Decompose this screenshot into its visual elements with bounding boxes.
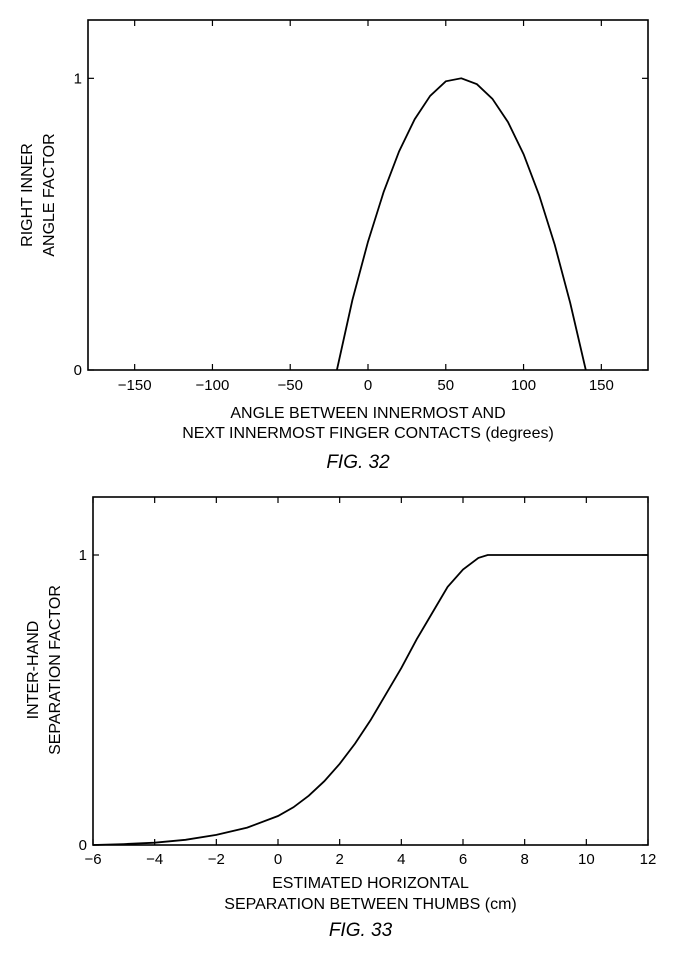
x-axis-label-line-2: SEPARATION BETWEEN THUMBS (cm) (224, 896, 516, 913)
x-tick-label: −6 (84, 851, 101, 868)
y-axis-label-line-1: INTER-HAND (25, 621, 42, 720)
figure-caption: FIG. 32 (326, 452, 390, 473)
chart-1: −150 −100 −50 0 50 100 150 0 1 ANGLE BETWEEN INNE… (19, 20, 648, 473)
y-tick-label: 1 (79, 547, 87, 564)
x-tick-label: 150 (589, 377, 614, 394)
y-axis-label-line-2: ANGLE FACTOR (41, 133, 58, 256)
x-tick-label: 4 (397, 851, 405, 868)
y-axis-label-line-2: SEPARATION FACTOR (47, 585, 64, 755)
x-axis-label-line-2: NEXT INNERMOST FINGER CONTACTS (degrees) (182, 425, 554, 442)
y-tick-label: 0 (74, 362, 82, 379)
plot-frame (88, 20, 648, 370)
x-tick-label: −50 (277, 377, 302, 394)
x-tick-label: 12 (640, 851, 657, 868)
y-tick-label: 1 (74, 70, 82, 87)
x-axis-label-line-1: ANGLE BETWEEN INNERMOST AND (230, 405, 505, 422)
x-tick-label: 50 (437, 377, 454, 394)
x-tick-label: 100 (511, 377, 536, 394)
x-axis-label-line-1: ESTIMATED HORIZONTAL (272, 875, 469, 892)
y-axis-label-line-1: RIGHT INNER (19, 143, 36, 247)
x-tick-label: 6 (459, 851, 467, 868)
x-tick-label: 0 (274, 851, 282, 868)
x-tick-label: 8 (520, 851, 528, 868)
series-line (93, 555, 648, 845)
y-tick-label: 0 (79, 837, 87, 854)
x-tick-label: −4 (146, 851, 163, 868)
x-tick-label: −2 (208, 851, 225, 868)
figure-caption: FIG. 33 (329, 920, 393, 941)
x-tick-label: −150 (118, 377, 152, 394)
plot-frame (93, 497, 648, 845)
chart-2: −6 −4 −2 0 2 4 6 8 10 12 0 1 ESTIMATED HORIZONTAL SEP… (25, 497, 656, 941)
x-tick-label: 10 (578, 851, 595, 868)
x-tick-label: 2 (335, 851, 343, 868)
series-line (337, 78, 586, 370)
x-tick-label: 0 (364, 377, 372, 394)
x-tick-label: −100 (196, 377, 230, 394)
